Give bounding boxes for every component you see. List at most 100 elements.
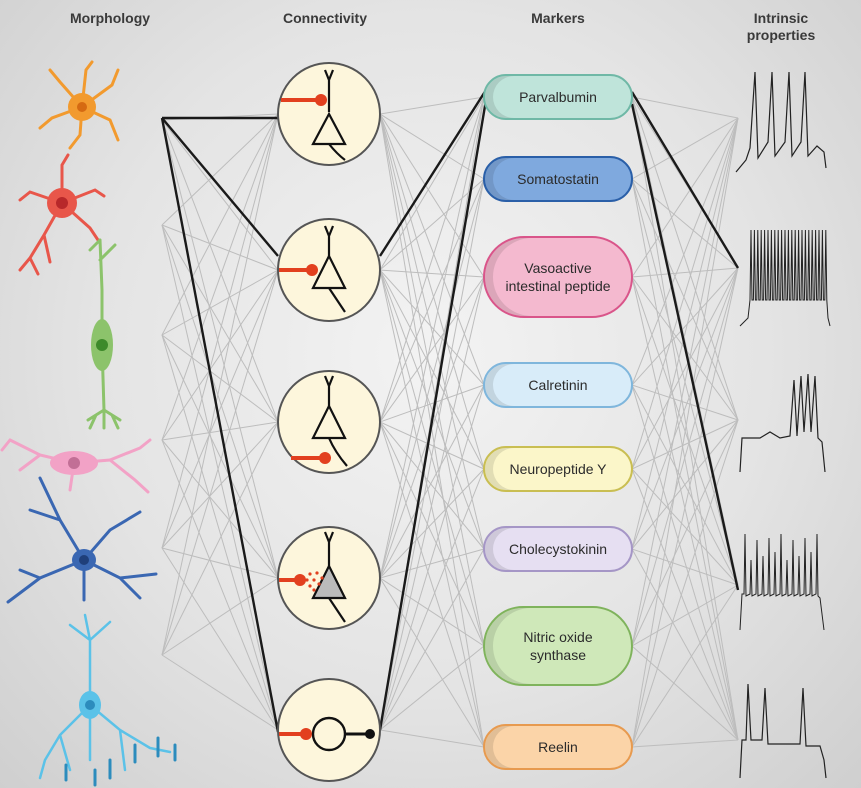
- grey-link: [379, 276, 485, 423]
- grey-link: [379, 384, 485, 579]
- grey-link: [161, 119, 279, 579]
- grey-link: [631, 178, 739, 421]
- grey-link: [631, 117, 739, 647]
- grey-link: [631, 117, 739, 550]
- trace-intrinsic-5: [739, 683, 827, 779]
- marker-label: Calretinin: [528, 377, 588, 393]
- grey-link: [161, 421, 279, 549]
- grey-link: [379, 113, 485, 550]
- highlight-link: [160, 117, 280, 733]
- marker-calretinin: Calretinin: [483, 362, 633, 408]
- axon-targeting-icon: [291, 375, 348, 467]
- grey-link: [631, 468, 739, 741]
- grey-link: [161, 224, 279, 271]
- trace-intrinsic-3: [739, 373, 826, 473]
- header-connectivity: Connectivity: [282, 10, 367, 26]
- grey-link: [161, 439, 279, 731]
- highlight-link: [378, 89, 488, 257]
- grey-link: [161, 224, 279, 579]
- grey-link: [379, 421, 485, 647]
- grey-link: [379, 178, 485, 579]
- trace-intrinsic-2: [739, 229, 831, 327]
- highlight-link: [161, 117, 279, 257]
- grey-link: [379, 96, 485, 271]
- header-intrinsic-properties: Intrinsic properties: [731, 10, 831, 44]
- grey-link: [379, 178, 485, 731]
- grey-link: [631, 96, 739, 741]
- grey-link: [631, 267, 739, 748]
- grey-link: [161, 113, 279, 336]
- marker-somatostatin: Somatostatin: [483, 156, 633, 202]
- grey-link: [379, 178, 485, 271]
- grey-link: [161, 119, 279, 423]
- grey-link: [631, 96, 739, 421]
- grey-link: [631, 267, 739, 647]
- grey-link: [379, 113, 485, 278]
- marker-reelin: Reelin: [483, 724, 633, 770]
- grey-link: [379, 421, 485, 748]
- grey-link: [631, 178, 739, 269]
- header-intrinsic-line1: Intrinsic: [753, 10, 809, 26]
- grey-link: [631, 117, 739, 180]
- grey-link: [379, 645, 485, 731]
- header-markers: Markers: [531, 10, 585, 26]
- grey-link: [379, 421, 485, 470]
- grey-link: [631, 468, 739, 586]
- grey-link: [631, 384, 739, 741]
- marker-label: Neuropeptide Y: [509, 461, 607, 477]
- grey-link: [161, 421, 279, 656]
- grey-link: [161, 224, 279, 423]
- grey-link: [379, 269, 485, 647]
- dendrite-targeting-icon: [281, 69, 347, 161]
- grey-link: [161, 119, 279, 271]
- grey-link: [379, 269, 485, 550]
- marker-label: Somatostatin: [517, 171, 599, 187]
- grey-link: [379, 113, 485, 386]
- grey-link: [379, 113, 485, 470]
- highlight-link: [630, 91, 740, 269]
- connectivity-gap-junction: [277, 678, 381, 782]
- grey-link: [631, 645, 739, 741]
- grey-link: [161, 269, 279, 441]
- grey-link: [379, 421, 485, 550]
- grey-link: [631, 96, 739, 119]
- connectivity-volume-transmission: [277, 526, 381, 630]
- grey-link: [379, 384, 485, 731]
- highlight-link: [378, 99, 488, 731]
- grey-link: [379, 729, 485, 748]
- grey-link: [379, 269, 485, 386]
- marker-label: Parvalbumin: [519, 89, 597, 105]
- grey-link: [379, 468, 485, 579]
- grey-link: [379, 468, 485, 731]
- grey-link: [631, 178, 739, 741]
- grey-link: [161, 113, 279, 549]
- grey-link: [631, 739, 739, 748]
- grey-link: [161, 547, 279, 731]
- grey-link: [631, 117, 739, 748]
- grey-link: [631, 419, 739, 647]
- neuron-morphology-pink: [0, 438, 152, 494]
- gap-junction-icon: [279, 716, 375, 752]
- marker-label: Vasoactive intestinal peptide: [505, 260, 611, 294]
- grey-link: [631, 117, 739, 470]
- header-intrinsic-line2: properties: [746, 27, 816, 43]
- grey-link: [379, 269, 485, 278]
- grey-link: [161, 269, 279, 549]
- trace-intrinsic-1: [735, 71, 827, 173]
- grey-link: [379, 269, 485, 470]
- highlight-link: [630, 103, 740, 591]
- grey-link: [631, 267, 739, 550]
- grey-link: [379, 96, 485, 579]
- neuron-morphology-orange: [38, 60, 120, 150]
- grey-link: [379, 269, 485, 748]
- grey-link: [631, 584, 739, 748]
- marker-neuropeptide-y: Neuropeptide Y: [483, 446, 633, 492]
- grey-link: [161, 269, 279, 656]
- grey-link: [379, 96, 485, 115]
- grey-link: [379, 577, 485, 748]
- grey-link: [631, 267, 739, 278]
- volume-transmission-icon: [279, 531, 347, 623]
- grey-link: [379, 548, 485, 731]
- grey-link: [161, 334, 279, 731]
